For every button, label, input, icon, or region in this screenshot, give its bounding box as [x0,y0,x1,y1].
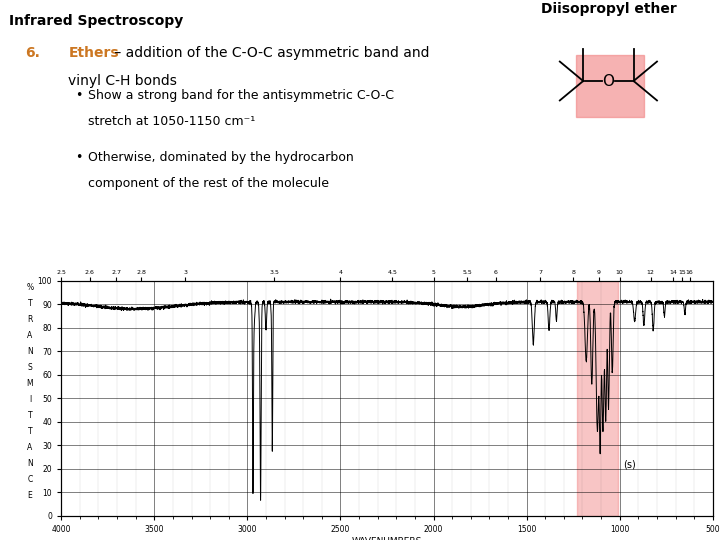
Text: •: • [76,151,83,164]
Text: 6.: 6. [25,46,40,60]
Text: A: A [27,331,32,340]
Text: E: E [27,491,32,500]
Text: A: A [27,443,32,452]
Text: %: % [27,284,34,292]
Text: C: C [27,475,32,484]
X-axis label: WAVENUMBERS: WAVENUMBERS [352,537,422,540]
Text: N: N [27,347,33,356]
Text: T: T [27,299,32,308]
Text: •: • [76,89,83,102]
Text: Otherwise, dominated by the hydrocarbon: Otherwise, dominated by the hydrocarbon [88,151,354,164]
Title: Diisopropyl ether: Diisopropyl ether [541,2,676,16]
Text: M: M [27,379,33,388]
Text: T: T [27,427,32,436]
Text: Ethers: Ethers [68,46,119,60]
Bar [577,281,618,516]
Bar [576,55,644,117]
Text: T: T [27,411,32,420]
Text: stretch at 1050-1150 cm⁻¹: stretch at 1050-1150 cm⁻¹ [88,115,255,128]
Text: Show a strong band for the antisymmetric C-O-C: Show a strong band for the antisymmetric… [88,89,394,102]
Text: O: O [603,73,614,89]
Text: N: N [27,459,33,468]
Text: I: I [29,395,31,404]
Text: vinyl C-H bonds: vinyl C-H bonds [68,74,177,88]
Text: Infrared Spectroscopy: Infrared Spectroscopy [9,14,184,28]
Text: S: S [27,363,32,372]
Text: R: R [27,315,32,325]
Text: – addition of the C-O-C asymmetric band and: – addition of the C-O-C asymmetric band … [110,46,430,60]
Text: (s): (s) [624,459,636,469]
Text: component of the rest of the molecule: component of the rest of the molecule [88,177,329,190]
